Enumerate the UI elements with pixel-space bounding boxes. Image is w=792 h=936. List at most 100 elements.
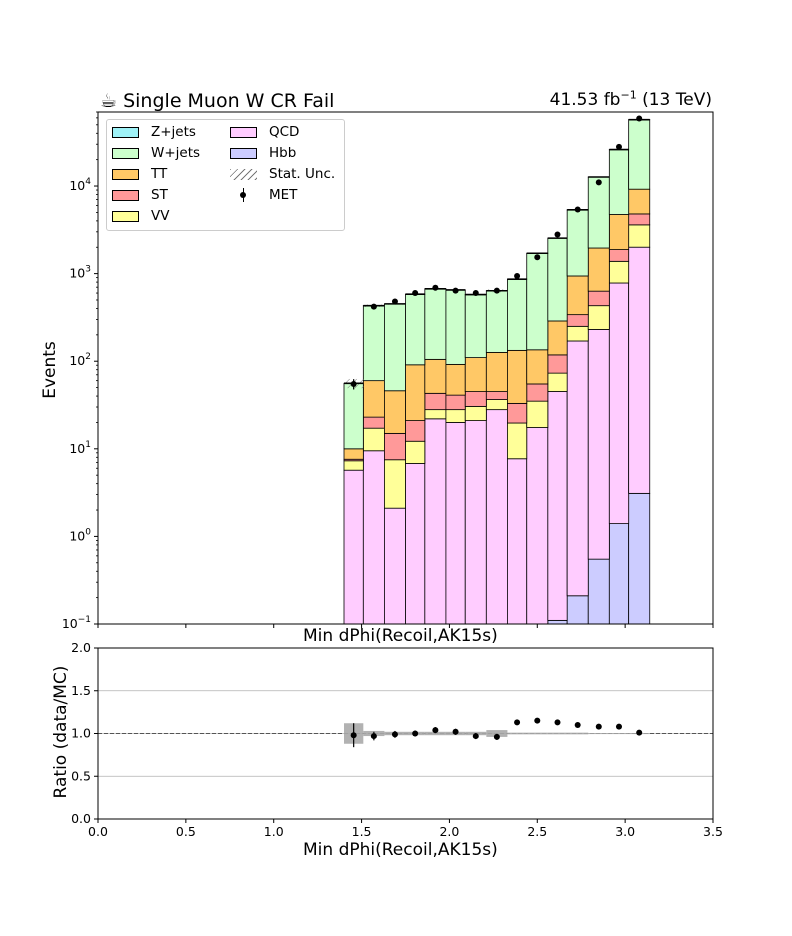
legend-item-met: MET (230, 186, 297, 204)
legend-label-tt: TT (151, 166, 168, 182)
bar-wjets-7 (485, 290, 508, 353)
met-point-3 (412, 290, 419, 297)
bar-tt-13 (608, 214, 630, 250)
met-point-0 (350, 380, 357, 387)
plot-title: ☕ Single Muon W CR Fail (100, 90, 334, 112)
ratio-unc-band-10 (547, 732, 568, 735)
ratio-point-2 (391, 731, 398, 738)
legend-swatch-vv (112, 210, 139, 222)
bar-st-11 (566, 314, 589, 327)
legend-label-vv: VV (151, 208, 170, 224)
bar-tt-0 (343, 448, 364, 460)
bar-qcd-13 (608, 282, 630, 525)
lumi-exponent: −1 (620, 88, 637, 102)
bar-vv-12 (587, 305, 610, 330)
met-point-14 (636, 115, 643, 122)
met-point-1 (370, 303, 377, 310)
lumi-energy: (13 TeV) (642, 90, 712, 110)
ratio-point-10 (554, 719, 561, 726)
ratio-point-13 (615, 723, 622, 730)
legend-swatch-hbb (230, 147, 257, 159)
legend-item-vv: VV (112, 207, 169, 225)
bar-qcd-2 (384, 507, 406, 625)
bar-vv-9 (526, 400, 549, 428)
bar-qcd-14 (628, 246, 651, 494)
bar-wjets-1 (362, 305, 385, 382)
bar-wjets-11 (566, 209, 589, 277)
bar-vv-7 (485, 399, 508, 411)
met-point-5 (452, 287, 459, 294)
main-x-axis-label: Min dPhi(Recoil,AK15s) (303, 626, 498, 646)
legend-item-hbb: Hbb (230, 144, 296, 162)
ratio-point-6 (472, 733, 479, 740)
ratio-y-tick-label-4: 2.0 (71, 640, 91, 655)
legend-label-met: MET (269, 187, 298, 203)
ratio-point-11 (574, 721, 581, 728)
legend-item-qcd: QCD (230, 123, 299, 141)
bar-st-6 (464, 391, 487, 407)
main-y-tick-label-1: 100 (69, 527, 91, 543)
bar-tt-9 (526, 349, 549, 385)
ratio-point-7 (493, 733, 500, 740)
legend-label-wjets: W+jets (151, 145, 201, 161)
ratio-y-tick-label-1: 0.5 (71, 768, 91, 783)
bar-tt-7 (485, 352, 508, 392)
legend-item-wjets: W+jets (112, 144, 200, 162)
bar-wjets-0 (343, 382, 364, 450)
bar-wjets-13 (608, 149, 630, 215)
legend-swatch-st (112, 189, 139, 201)
ratio-point-5 (452, 728, 459, 735)
ratio-unc-band-13 (609, 733, 629, 735)
bar-st-3 (405, 420, 426, 442)
bar-wjets-4 (424, 288, 447, 360)
bar-st-2 (384, 432, 406, 461)
legend-hatch-stat-unc (230, 168, 257, 180)
bar-tt-3 (405, 364, 426, 421)
bar-st-4 (424, 392, 447, 411)
bar-st-12 (587, 290, 610, 307)
bar-tt-2 (384, 390, 406, 434)
bar-qcd-10 (547, 391, 568, 621)
legend-label-zjets: Z+jets (151, 124, 196, 140)
bar-hbb-11 (566, 595, 589, 625)
bar-vv-11 (566, 325, 589, 342)
ratio-x-tick-label-3: 1.5 (352, 824, 372, 839)
legend-item-stat-unc: Stat. Unc. (230, 165, 335, 183)
ratio-point-4 (432, 727, 439, 734)
bar-qcd-3 (405, 463, 426, 625)
bar-qcd-1 (362, 450, 385, 625)
legend-swatch-wjets (112, 147, 139, 159)
bar-wjets-6 (464, 294, 487, 358)
bar-qcd-0 (343, 469, 364, 625)
bar-tt-12 (587, 247, 610, 292)
ratio-plot: 0.0 0.5 1.0 1.5 2.0 2.5 3.0 3.5 0.0 0.5 1.0 1.5 2.0 (71, 640, 723, 839)
bar-qcd-11 (566, 340, 589, 597)
bar-vv-5 (445, 409, 466, 423)
main-plot: 10−1 100 101 102 103 104 (62, 111, 714, 631)
bar-wjets-12 (587, 176, 610, 249)
bar-hbb-14 (628, 492, 651, 625)
ratio-x-tick-label-6: 3.0 (615, 824, 635, 839)
bar-st-9 (526, 383, 549, 402)
legend-marker-met (230, 188, 257, 202)
ratio-y-tick-label-0: 0.0 (71, 811, 91, 826)
bar-hbb-10 (547, 619, 568, 625)
legend-item-zjets: Z+jets (112, 123, 196, 141)
ratio-point-0 (350, 732, 357, 739)
bar-qcd-6 (464, 420, 487, 625)
bar-hbb-12 (587, 558, 610, 625)
bar-st-14 (628, 213, 651, 226)
ratio-y-axis-label: Ratio (data/MC) (51, 665, 71, 799)
ratio-x-tick-label-1: 0.5 (176, 824, 196, 839)
bar-wjets-2 (384, 303, 406, 392)
bar-wjets-14 (628, 119, 651, 190)
bar-st-7 (485, 391, 508, 400)
legend-label-st: ST (151, 187, 168, 203)
bar-vv-6 (464, 405, 487, 421)
bar-tt-5 (445, 363, 466, 396)
ratio-x-tick-label-0: 0.0 (88, 824, 108, 839)
bar-tt-10 (547, 320, 568, 356)
ratio-x-tick-label-5: 2.5 (527, 824, 547, 839)
ratio-unc-band-12 (588, 733, 610, 735)
